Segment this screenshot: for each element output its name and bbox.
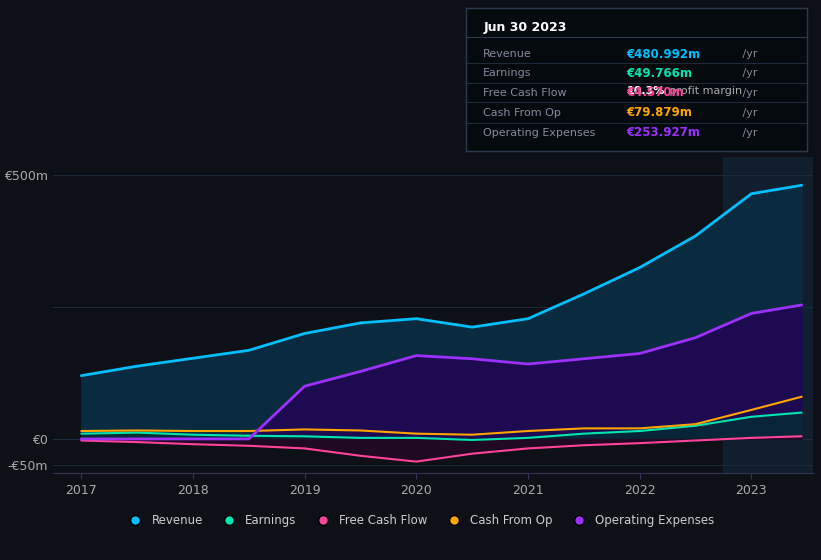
Text: /yr: /yr [739,49,758,59]
Text: /yr: /yr [739,108,758,118]
Text: Revenue: Revenue [484,49,532,59]
Text: €480.992m: €480.992m [626,48,700,60]
Text: €253.927m: €253.927m [626,126,700,139]
Text: profit margin: profit margin [666,86,741,96]
Text: Cash From Op: Cash From Op [484,108,562,118]
Text: €4.570m: €4.570m [626,86,684,99]
Text: Earnings: Earnings [484,68,532,78]
Text: /yr: /yr [739,68,758,78]
Text: 10.3%: 10.3% [626,86,665,96]
Text: Jun 30 2023: Jun 30 2023 [484,21,566,34]
Text: €49.766m: €49.766m [626,67,692,80]
Text: Operating Expenses: Operating Expenses [484,128,596,138]
Text: €79.879m: €79.879m [626,106,692,119]
Bar [723,157,813,473]
Legend: Revenue, Earnings, Free Cash Flow, Cash From Op, Operating Expenses: Revenue, Earnings, Free Cash Flow, Cash … [120,511,718,531]
Text: Free Cash Flow: Free Cash Flow [484,88,567,97]
Text: /yr: /yr [739,88,758,97]
Text: /yr: /yr [739,128,758,138]
